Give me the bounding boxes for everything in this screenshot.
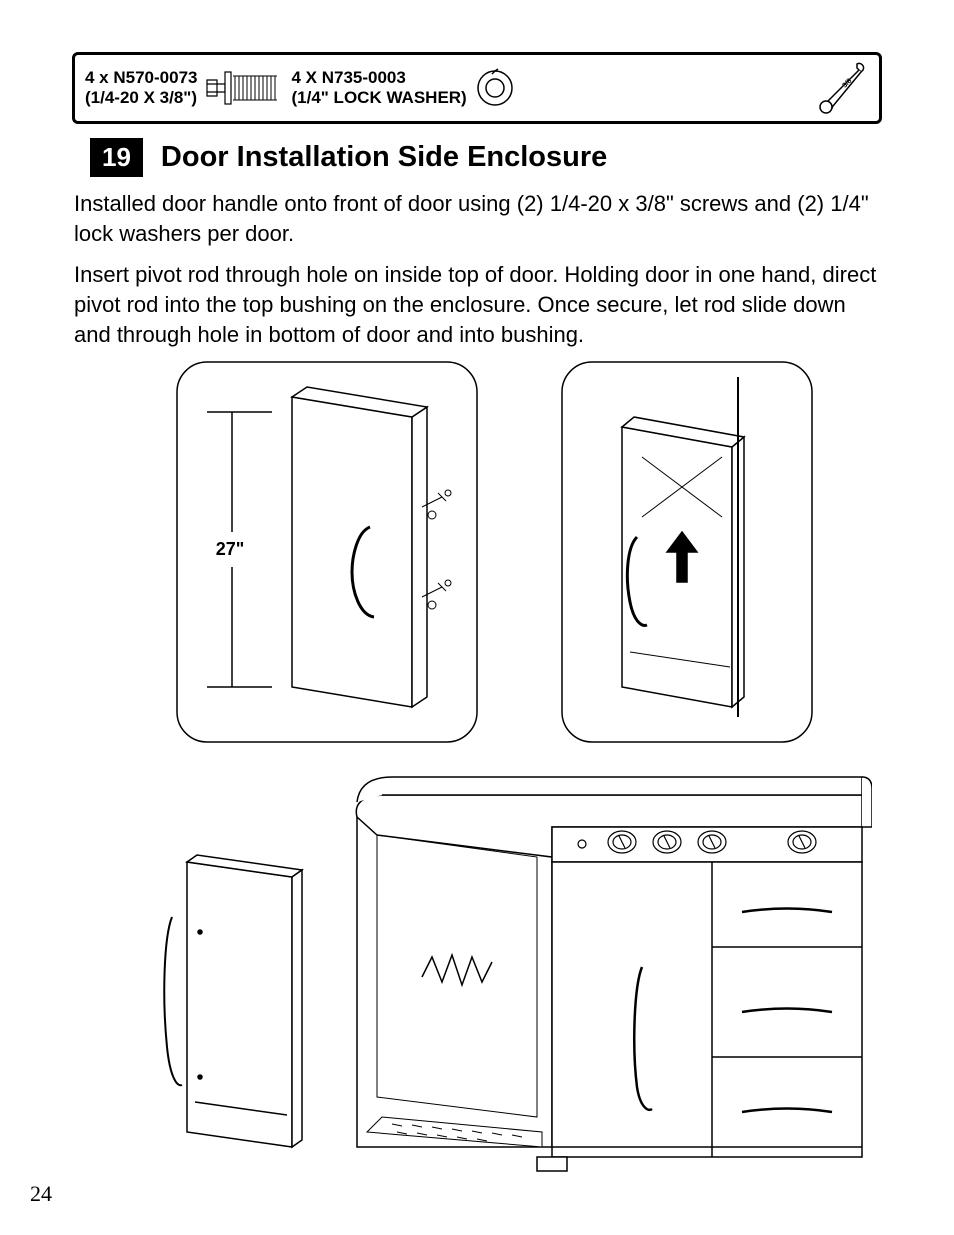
part-screw-size: (1/4-20 X 3/8"): [85, 88, 197, 107]
diagram-area: 27": [72, 357, 882, 1182]
part-screw: 4 x N570-0073 (1/4-20 X 3/8"): [85, 68, 283, 109]
screw-icon: [203, 70, 283, 106]
part-washer-label: 4 X N735-0003 (1/4" LOCK WASHER): [291, 68, 466, 109]
lock-washer-icon: [473, 66, 517, 110]
part-screw-qty: 4 x N570-0073: [85, 68, 197, 87]
part-washer: 4 X N735-0003 (1/4" LOCK WASHER): [291, 66, 516, 110]
wrench-icon: 3/8: [813, 60, 869, 116]
door-height-label: 27": [216, 539, 245, 559]
step-header: 19 Door Installation Side Enclosure: [72, 138, 882, 177]
part-washer-size: (1/4" LOCK WASHER): [291, 88, 466, 107]
part-washer-qty: 4 X N735-0003: [291, 68, 405, 87]
part-screw-label: 4 x N570-0073 (1/4-20 X 3/8"): [85, 68, 197, 109]
step-number-badge: 19: [90, 138, 143, 177]
instruction-paragraph-2: Insert pivot rod through hole on inside …: [72, 260, 882, 349]
page-number: 24: [30, 1181, 52, 1207]
parts-box: 4 x N570-0073 (1/4-20 X 3/8") 4 X N735-0…: [72, 52, 882, 124]
step-title: Door Installation Side Enclosure: [161, 141, 607, 174]
grill-assembly-diagram: [164, 777, 872, 1171]
instruction-paragraph-1: Installed door handle onto front of door…: [72, 189, 882, 248]
